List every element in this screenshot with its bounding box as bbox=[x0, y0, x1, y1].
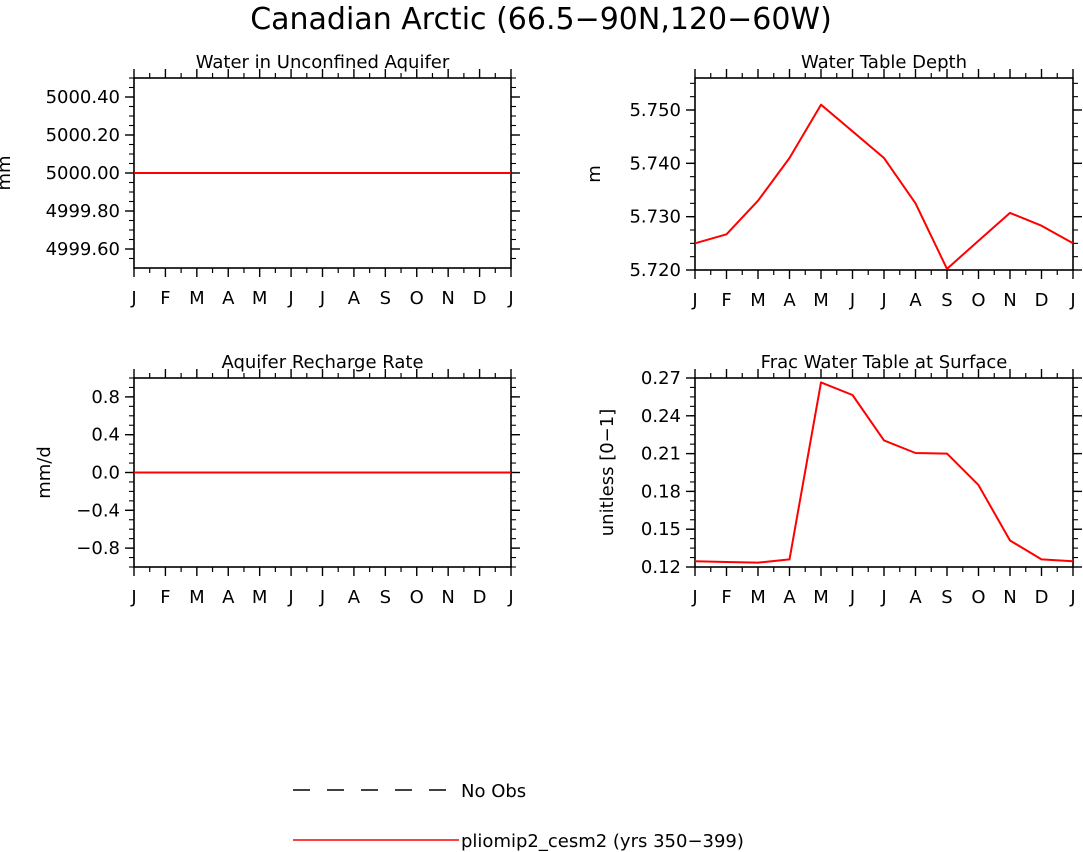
panel-title: Aquifer Recharge Rate bbox=[221, 352, 423, 373]
panel-title: Frac Water Table at Surface bbox=[761, 352, 1008, 373]
x-tick-label: M bbox=[252, 587, 268, 608]
x-tick-label: M bbox=[252, 288, 268, 309]
x-tick-label: A bbox=[348, 288, 361, 309]
x-tick-label: F bbox=[160, 587, 170, 608]
x-tick-label: J bbox=[1069, 587, 1075, 608]
y-tick-label: 0.4 bbox=[91, 425, 120, 446]
x-tick-label: J bbox=[849, 290, 855, 311]
x-tick-label: J bbox=[507, 587, 513, 608]
y-tick-label: 4999.60 bbox=[46, 239, 120, 260]
x-tick-label: J bbox=[319, 587, 325, 608]
x-tick-label: S bbox=[380, 587, 391, 608]
x-tick-label: F bbox=[721, 290, 731, 311]
x-tick-label: A bbox=[909, 587, 922, 608]
x-tick-label: A bbox=[909, 290, 922, 311]
y-tick-label: 0.18 bbox=[641, 481, 681, 502]
x-tick-label: N bbox=[441, 288, 454, 309]
x-tick-label: D bbox=[1035, 587, 1049, 608]
series-line bbox=[694, 381, 1074, 564]
x-tick-label: A bbox=[222, 587, 235, 608]
x-tick-label: D bbox=[473, 288, 487, 309]
y-axis-label: mm/d bbox=[34, 446, 55, 499]
y-tick-label: 4999.80 bbox=[46, 201, 120, 222]
x-tick-label: J bbox=[287, 587, 293, 608]
x-tick-label: A bbox=[783, 587, 796, 608]
x-tick-label: J bbox=[691, 290, 697, 311]
x-tick-label: J bbox=[507, 288, 513, 309]
x-tick-label: M bbox=[813, 587, 829, 608]
y-tick-label: 5.750 bbox=[629, 100, 681, 121]
legend: No Obs pliomip2_cesm2 (yrs 350−399) bbox=[293, 781, 744, 852]
x-tick-label: J bbox=[849, 587, 855, 608]
y-axis-label: mm bbox=[0, 155, 15, 190]
y-tick-label: 5.740 bbox=[629, 153, 681, 174]
y-tick-label: 0.24 bbox=[641, 406, 681, 427]
x-tick-label: J bbox=[130, 587, 136, 608]
x-tick-label: M bbox=[813, 290, 829, 311]
x-tick-label: A bbox=[222, 288, 235, 309]
y-tick-label: 5.720 bbox=[629, 260, 681, 281]
x-tick-label: S bbox=[941, 587, 952, 608]
x-tick-label: S bbox=[941, 290, 952, 311]
plot-frame bbox=[694, 77, 1074, 271]
x-tick-label: S bbox=[380, 288, 391, 309]
x-tick-label: N bbox=[1003, 290, 1016, 311]
x-tick-label: J bbox=[880, 587, 886, 608]
x-tick-label: O bbox=[971, 587, 985, 608]
x-tick-label: M bbox=[750, 587, 766, 608]
x-tick-label: N bbox=[441, 587, 454, 608]
y-tick-label: 0.12 bbox=[641, 557, 681, 578]
legend-model-label: pliomip2_cesm2 (yrs 350−399) bbox=[461, 831, 744, 852]
y-tick-label: −0.8 bbox=[76, 538, 120, 559]
y-axis-label: unitless [0−1] bbox=[597, 409, 618, 536]
y-tick-label: 0.15 bbox=[641, 519, 681, 540]
x-tick-label: M bbox=[189, 288, 205, 309]
panel-title: Water in Unconfined Aquifer bbox=[196, 52, 450, 73]
x-tick-label: M bbox=[189, 587, 205, 608]
figure-title: Canadian Arctic (66.5−90N,120−60W) bbox=[250, 2, 832, 37]
y-tick-label: −0.4 bbox=[76, 500, 120, 521]
y-axis-label: m bbox=[584, 165, 605, 183]
y-tick-label: 0.8 bbox=[91, 387, 120, 408]
y-tick-label: 5.730 bbox=[629, 207, 681, 228]
y-tick-label: 5000.00 bbox=[46, 163, 120, 184]
x-tick-label: J bbox=[319, 288, 325, 309]
panel-title: Water Table Depth bbox=[801, 52, 967, 73]
legend-obs-label: No Obs bbox=[461, 781, 526, 802]
plot-frame bbox=[694, 377, 1074, 568]
x-tick-label: J bbox=[880, 290, 886, 311]
x-tick-label: D bbox=[1035, 290, 1049, 311]
y-tick-label: 0.21 bbox=[641, 444, 681, 465]
y-tick-label: 0.0 bbox=[91, 463, 120, 484]
x-tick-label: O bbox=[410, 587, 424, 608]
x-tick-label: M bbox=[750, 290, 766, 311]
x-tick-label: J bbox=[287, 288, 293, 309]
x-tick-label: J bbox=[691, 587, 697, 608]
y-tick-label: 0.27 bbox=[641, 368, 681, 389]
x-tick-label: F bbox=[160, 288, 170, 309]
series-line bbox=[694, 103, 1074, 270]
x-tick-label: O bbox=[410, 288, 424, 309]
y-tick-label: 5000.40 bbox=[46, 87, 120, 108]
x-tick-label: J bbox=[1069, 290, 1075, 311]
x-tick-label: D bbox=[473, 587, 487, 608]
y-tick-label: 5000.20 bbox=[46, 125, 120, 146]
x-tick-label: F bbox=[721, 587, 731, 608]
x-tick-label: N bbox=[1003, 587, 1016, 608]
x-tick-label: O bbox=[971, 290, 985, 311]
x-tick-label: A bbox=[783, 290, 796, 311]
x-tick-label: J bbox=[130, 288, 136, 309]
x-tick-label: A bbox=[348, 587, 361, 608]
